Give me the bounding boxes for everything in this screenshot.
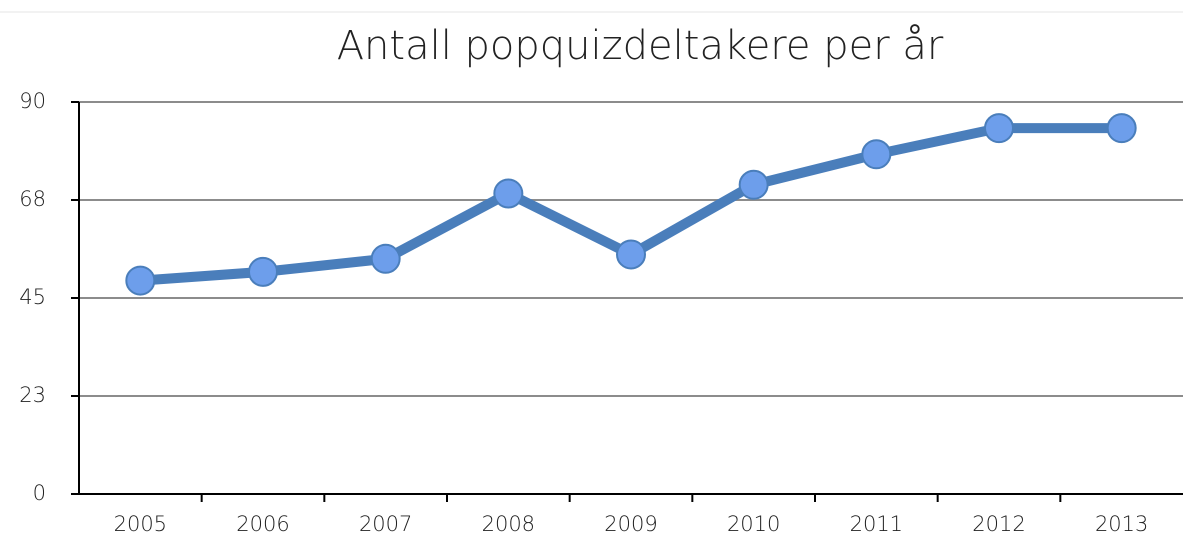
x-tick-label: 2013 (1095, 512, 1148, 536)
y-tick-label: 23 (19, 383, 46, 407)
marker (248, 256, 278, 287)
y-tick-label: 68 (19, 187, 46, 211)
x-tick-label: 2005 (114, 512, 167, 536)
marker (1106, 113, 1137, 144)
marker (493, 178, 524, 209)
x-tick-label: 2011 (850, 512, 903, 536)
chart-title: Antall popquizdeltakere per år (337, 23, 944, 69)
x-tick-label: 2012 (972, 512, 1025, 536)
marker (984, 113, 1014, 144)
y-tick-label: 45 (19, 285, 46, 309)
marker (370, 243, 401, 274)
x-tick-label: 2006 (236, 512, 289, 536)
marker (738, 169, 769, 200)
x-tick-label: 2007 (359, 512, 412, 536)
x-tick-label: 2009 (604, 512, 657, 536)
x-tick-label: 2008 (482, 512, 535, 536)
marker (861, 139, 892, 170)
y-tick-label: 90 (19, 89, 46, 113)
marker (616, 239, 646, 270)
x-tick-label: 2010 (727, 512, 780, 536)
marker (125, 265, 156, 296)
y-tick-label: 0 (33, 481, 46, 505)
